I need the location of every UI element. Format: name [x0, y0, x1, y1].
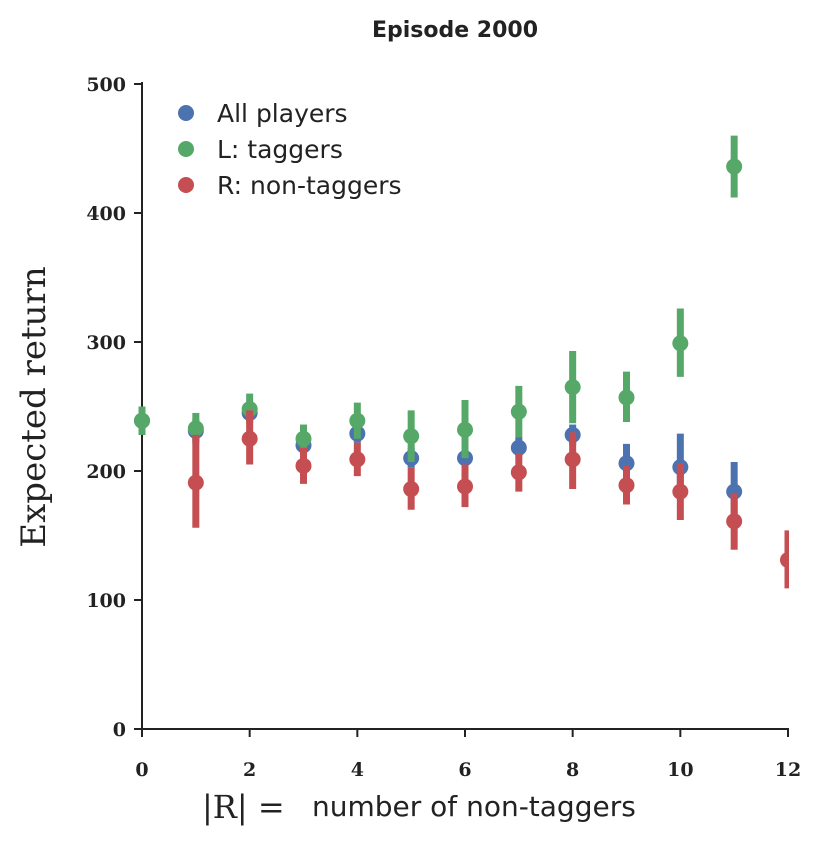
data-point — [457, 421, 473, 438]
x-tick-label: 8 — [566, 759, 579, 781]
plot-area — [134, 135, 789, 589]
x-tick-label: 2 — [243, 759, 256, 781]
data-point — [187, 420, 204, 437]
data-point — [564, 451, 581, 468]
data-point — [295, 430, 312, 447]
data-point — [349, 451, 366, 468]
x-axis-label-math: |R| = — [202, 788, 285, 826]
legend-item: L: taggers — [178, 135, 343, 164]
legend-marker — [178, 177, 194, 193]
data-point — [241, 430, 258, 447]
data-point — [672, 335, 689, 352]
x-ticks: 0 2 4 6 8 10 12 — [135, 729, 801, 781]
data-point — [457, 478, 473, 495]
data-point — [564, 379, 581, 396]
x-tick-label: 0 — [135, 759, 148, 781]
data-point — [510, 464, 527, 481]
legend-label: All players — [217, 99, 348, 128]
y-tick-label: 300 — [86, 332, 126, 354]
x-tick-label: 6 — [458, 759, 471, 781]
legend: All players L: taggers R: non-taggers — [178, 99, 402, 200]
data-point — [403, 428, 420, 445]
legend-item: All players — [178, 99, 348, 128]
y-tick-label: 500 — [86, 74, 126, 96]
data-point — [672, 483, 689, 500]
data-point — [241, 401, 258, 418]
data-point — [618, 389, 635, 406]
series-r-non-taggers — [187, 410, 789, 589]
data-point — [510, 439, 527, 456]
legend-label: L: taggers — [217, 135, 343, 164]
x-tick-label: 10 — [667, 759, 693, 781]
x-axis-label-text: number of non-taggers — [312, 790, 636, 823]
chart-title: Episode 2000 — [372, 18, 538, 43]
data-point — [134, 412, 150, 429]
y-tick-label: 200 — [86, 461, 126, 483]
legend-label: R: non-taggers — [217, 171, 402, 200]
y-ticks: 0 100 200 300 400 500 — [86, 74, 142, 741]
series-l-taggers — [134, 135, 743, 462]
data-point — [618, 477, 635, 494]
y-tick-label: 0 — [113, 719, 126, 741]
x-tick-label: 12 — [775, 759, 801, 781]
data-point — [349, 412, 366, 429]
data-point — [510, 403, 527, 420]
data-point — [726, 483, 743, 500]
series-all-players — [134, 404, 743, 518]
data-point — [726, 158, 743, 175]
data-point — [403, 481, 420, 498]
legend-marker — [178, 105, 194, 121]
legend-marker — [178, 141, 194, 157]
x-tick-label: 4 — [351, 759, 364, 781]
y-axis-label: Expected return — [14, 266, 54, 547]
data-point — [726, 513, 743, 530]
y-tick-label: 100 — [86, 590, 126, 612]
x-axis-label: |R| = number of non-taggers — [202, 788, 636, 826]
data-point — [187, 474, 204, 491]
y-tick-label: 400 — [86, 203, 126, 225]
data-point — [780, 552, 789, 569]
data-point — [295, 457, 312, 474]
legend-item: R: non-taggers — [178, 171, 402, 200]
data-point — [618, 455, 635, 472]
